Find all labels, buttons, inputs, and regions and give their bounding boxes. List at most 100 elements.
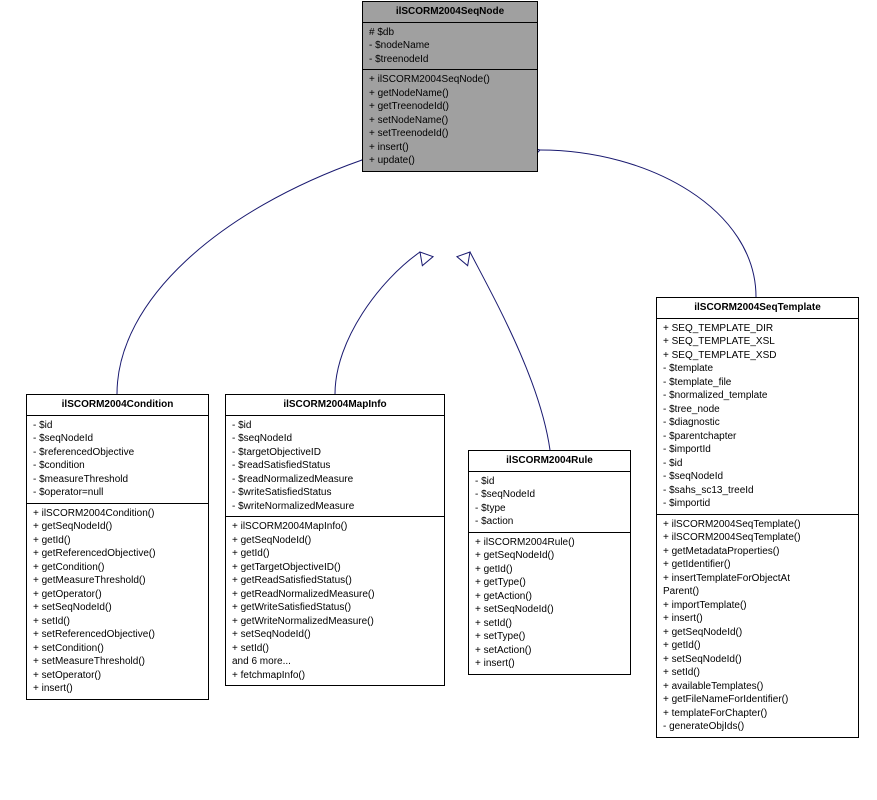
operation-row: + getMetadataProperties()	[663, 545, 852, 559]
attribute-row: - $targetObjectiveID	[232, 446, 438, 460]
operation-row: + setAction()	[475, 644, 624, 658]
operation-row: + ilSCORM2004Rule()	[475, 536, 624, 550]
attribute-row: - $writeNormalizedMeasure	[232, 500, 438, 514]
operation-row: + getSeqNodeId()	[475, 549, 624, 563]
attribute-row: - $action	[475, 515, 624, 529]
operation-row: + ilSCORM2004SeqTemplate()	[663, 518, 852, 532]
operation-row: + fetchmapInfo()	[232, 669, 438, 683]
class-attributes: # $db- $nodeName- $treenodeId	[363, 23, 537, 71]
operation-row: + setSeqNodeId()	[232, 628, 438, 642]
class-operations: + ilSCORM2004MapInfo()+ getSeqNodeId()+ …	[226, 517, 444, 685]
operation-row: + ilSCORM2004SeqTemplate()	[663, 531, 852, 545]
operation-row: + ilSCORM2004SeqNode()	[369, 73, 531, 87]
operation-row: + setCondition()	[33, 642, 202, 656]
class-attributes: + SEQ_TEMPLATE_DIR+ SEQ_TEMPLATE_XSL+ SE…	[657, 319, 858, 515]
attribute-row: + SEQ_TEMPLATE_XSD	[663, 349, 852, 363]
attribute-row: - $readNormalizedMeasure	[232, 473, 438, 487]
operation-row: + insert()	[475, 657, 624, 671]
attribute-row: - $id	[33, 419, 202, 433]
operation-row: + setSeqNodeId()	[475, 603, 624, 617]
operation-row: + getId()	[663, 639, 852, 653]
operation-row: + insertTemplateForObjectAt Parent()	[663, 572, 852, 599]
operation-row: + setType()	[475, 630, 624, 644]
class-attributes: - $id- $seqNodeId- $referencedObjective-…	[27, 416, 208, 504]
attribute-row: # $db	[369, 26, 531, 40]
attribute-row: - $operator=null	[33, 486, 202, 500]
operation-row: + getWriteSatisfiedStatus()	[232, 601, 438, 615]
operation-row: + getId()	[33, 534, 202, 548]
operation-row: + getSeqNodeId()	[232, 534, 438, 548]
class-title: ilSCORM2004SeqNode	[363, 2, 537, 23]
operation-row: and 6 more...	[232, 655, 438, 669]
attribute-row: - $importId	[663, 443, 852, 457]
operation-row: + getTargetObjectiveID()	[232, 561, 438, 575]
operation-row: + setSeqNodeId()	[33, 601, 202, 615]
operation-row: + getTreenodeId()	[369, 100, 531, 114]
operation-row: + getOperator()	[33, 588, 202, 602]
operation-row: + getType()	[475, 576, 624, 590]
inheritance-edge	[117, 160, 362, 394]
attribute-row: - $seqNodeId	[232, 432, 438, 446]
operation-row: + insert()	[33, 682, 202, 696]
attribute-row: - $normalized_template	[663, 389, 852, 403]
operation-row: + setMeasureThreshold()	[33, 655, 202, 669]
attribute-row: - $condition	[33, 459, 202, 473]
class-title: ilSCORM2004SeqTemplate	[657, 298, 858, 319]
class-rule: ilSCORM2004Rule- $id- $seqNodeId- $type-…	[468, 450, 631, 675]
class-title: ilSCORM2004MapInfo	[226, 395, 444, 416]
operation-row: + ilSCORM2004MapInfo()	[232, 520, 438, 534]
attribute-row: - $diagnostic	[663, 416, 852, 430]
class-seqnode: ilSCORM2004SeqNode# $db- $nodeName- $tre…	[362, 1, 538, 172]
attribute-row: - $readSatisfiedStatus	[232, 459, 438, 473]
attribute-row: + SEQ_TEMPLATE_DIR	[663, 322, 852, 336]
inheritance-edge	[540, 150, 756, 297]
class-template: ilSCORM2004SeqTemplate+ SEQ_TEMPLATE_DIR…	[656, 297, 859, 738]
class-attributes: - $id- $seqNodeId- $targetObjectiveID- $…	[226, 416, 444, 518]
operation-row: + getMeasureThreshold()	[33, 574, 202, 588]
class-attributes: - $id- $seqNodeId- $type- $action	[469, 472, 630, 533]
class-mapinfo: ilSCORM2004MapInfo- $id- $seqNodeId- $ta…	[225, 394, 445, 686]
attribute-row: - $id	[232, 419, 438, 433]
operation-row: + setOperator()	[33, 669, 202, 683]
class-title: ilSCORM2004Condition	[27, 395, 208, 416]
class-operations: + ilSCORM2004Rule()+ getSeqNodeId()+ get…	[469, 533, 630, 674]
attribute-row: - $referencedObjective	[33, 446, 202, 460]
operation-row: + getSeqNodeId()	[33, 520, 202, 534]
attribute-row: - $id	[475, 475, 624, 489]
operation-row: + getReadNormalizedMeasure()	[232, 588, 438, 602]
operation-row: + getFileNameForIdentifier()	[663, 693, 852, 707]
attribute-row: - $treenodeId	[369, 53, 531, 67]
class-condition: ilSCORM2004Condition- $id- $seqNodeId- $…	[26, 394, 209, 700]
attribute-row: - $writeSatisfiedStatus	[232, 486, 438, 500]
attribute-row: - $nodeName	[369, 39, 531, 53]
operation-row: + getId()	[232, 547, 438, 561]
attribute-row: - $measureThreshold	[33, 473, 202, 487]
attribute-row: - $template	[663, 362, 852, 376]
attribute-row: - $template_file	[663, 376, 852, 390]
operation-row: + setReferencedObjective()	[33, 628, 202, 642]
operation-row: + templateForChapter()	[663, 707, 852, 721]
class-operations: + ilSCORM2004SeqNode()+ getNodeName()+ g…	[363, 70, 537, 171]
attribute-row: - $parentchapter	[663, 430, 852, 444]
operation-row: + getId()	[475, 563, 624, 577]
operation-row: + setId()	[33, 615, 202, 629]
operation-row: + setTreenodeId()	[369, 127, 531, 141]
class-operations: + ilSCORM2004SeqTemplate()+ ilSCORM2004S…	[657, 515, 858, 737]
attribute-row: - $sahs_sc13_treeId	[663, 484, 852, 498]
operation-row: + getSeqNodeId()	[663, 626, 852, 640]
operation-row: + insert()	[663, 612, 852, 626]
attribute-row: - $seqNodeId	[33, 432, 202, 446]
operation-row: + setNodeName()	[369, 114, 531, 128]
attribute-row: - $seqNodeId	[663, 470, 852, 484]
operation-row: + setId()	[232, 642, 438, 656]
attribute-row: - $importid	[663, 497, 852, 511]
operation-row: + getCondition()	[33, 561, 202, 575]
operation-row: + getAction()	[475, 590, 624, 604]
operation-row: + getReadSatisfiedStatus()	[232, 574, 438, 588]
operation-row: + insert()	[369, 141, 531, 155]
operation-row: - generateObjIds()	[663, 720, 852, 734]
inheritance-arrowhead	[457, 252, 470, 266]
operation-row: + setSeqNodeId()	[663, 653, 852, 667]
operation-row: + getWriteNormalizedMeasure()	[232, 615, 438, 629]
operation-row: + getReferencedObjective()	[33, 547, 202, 561]
